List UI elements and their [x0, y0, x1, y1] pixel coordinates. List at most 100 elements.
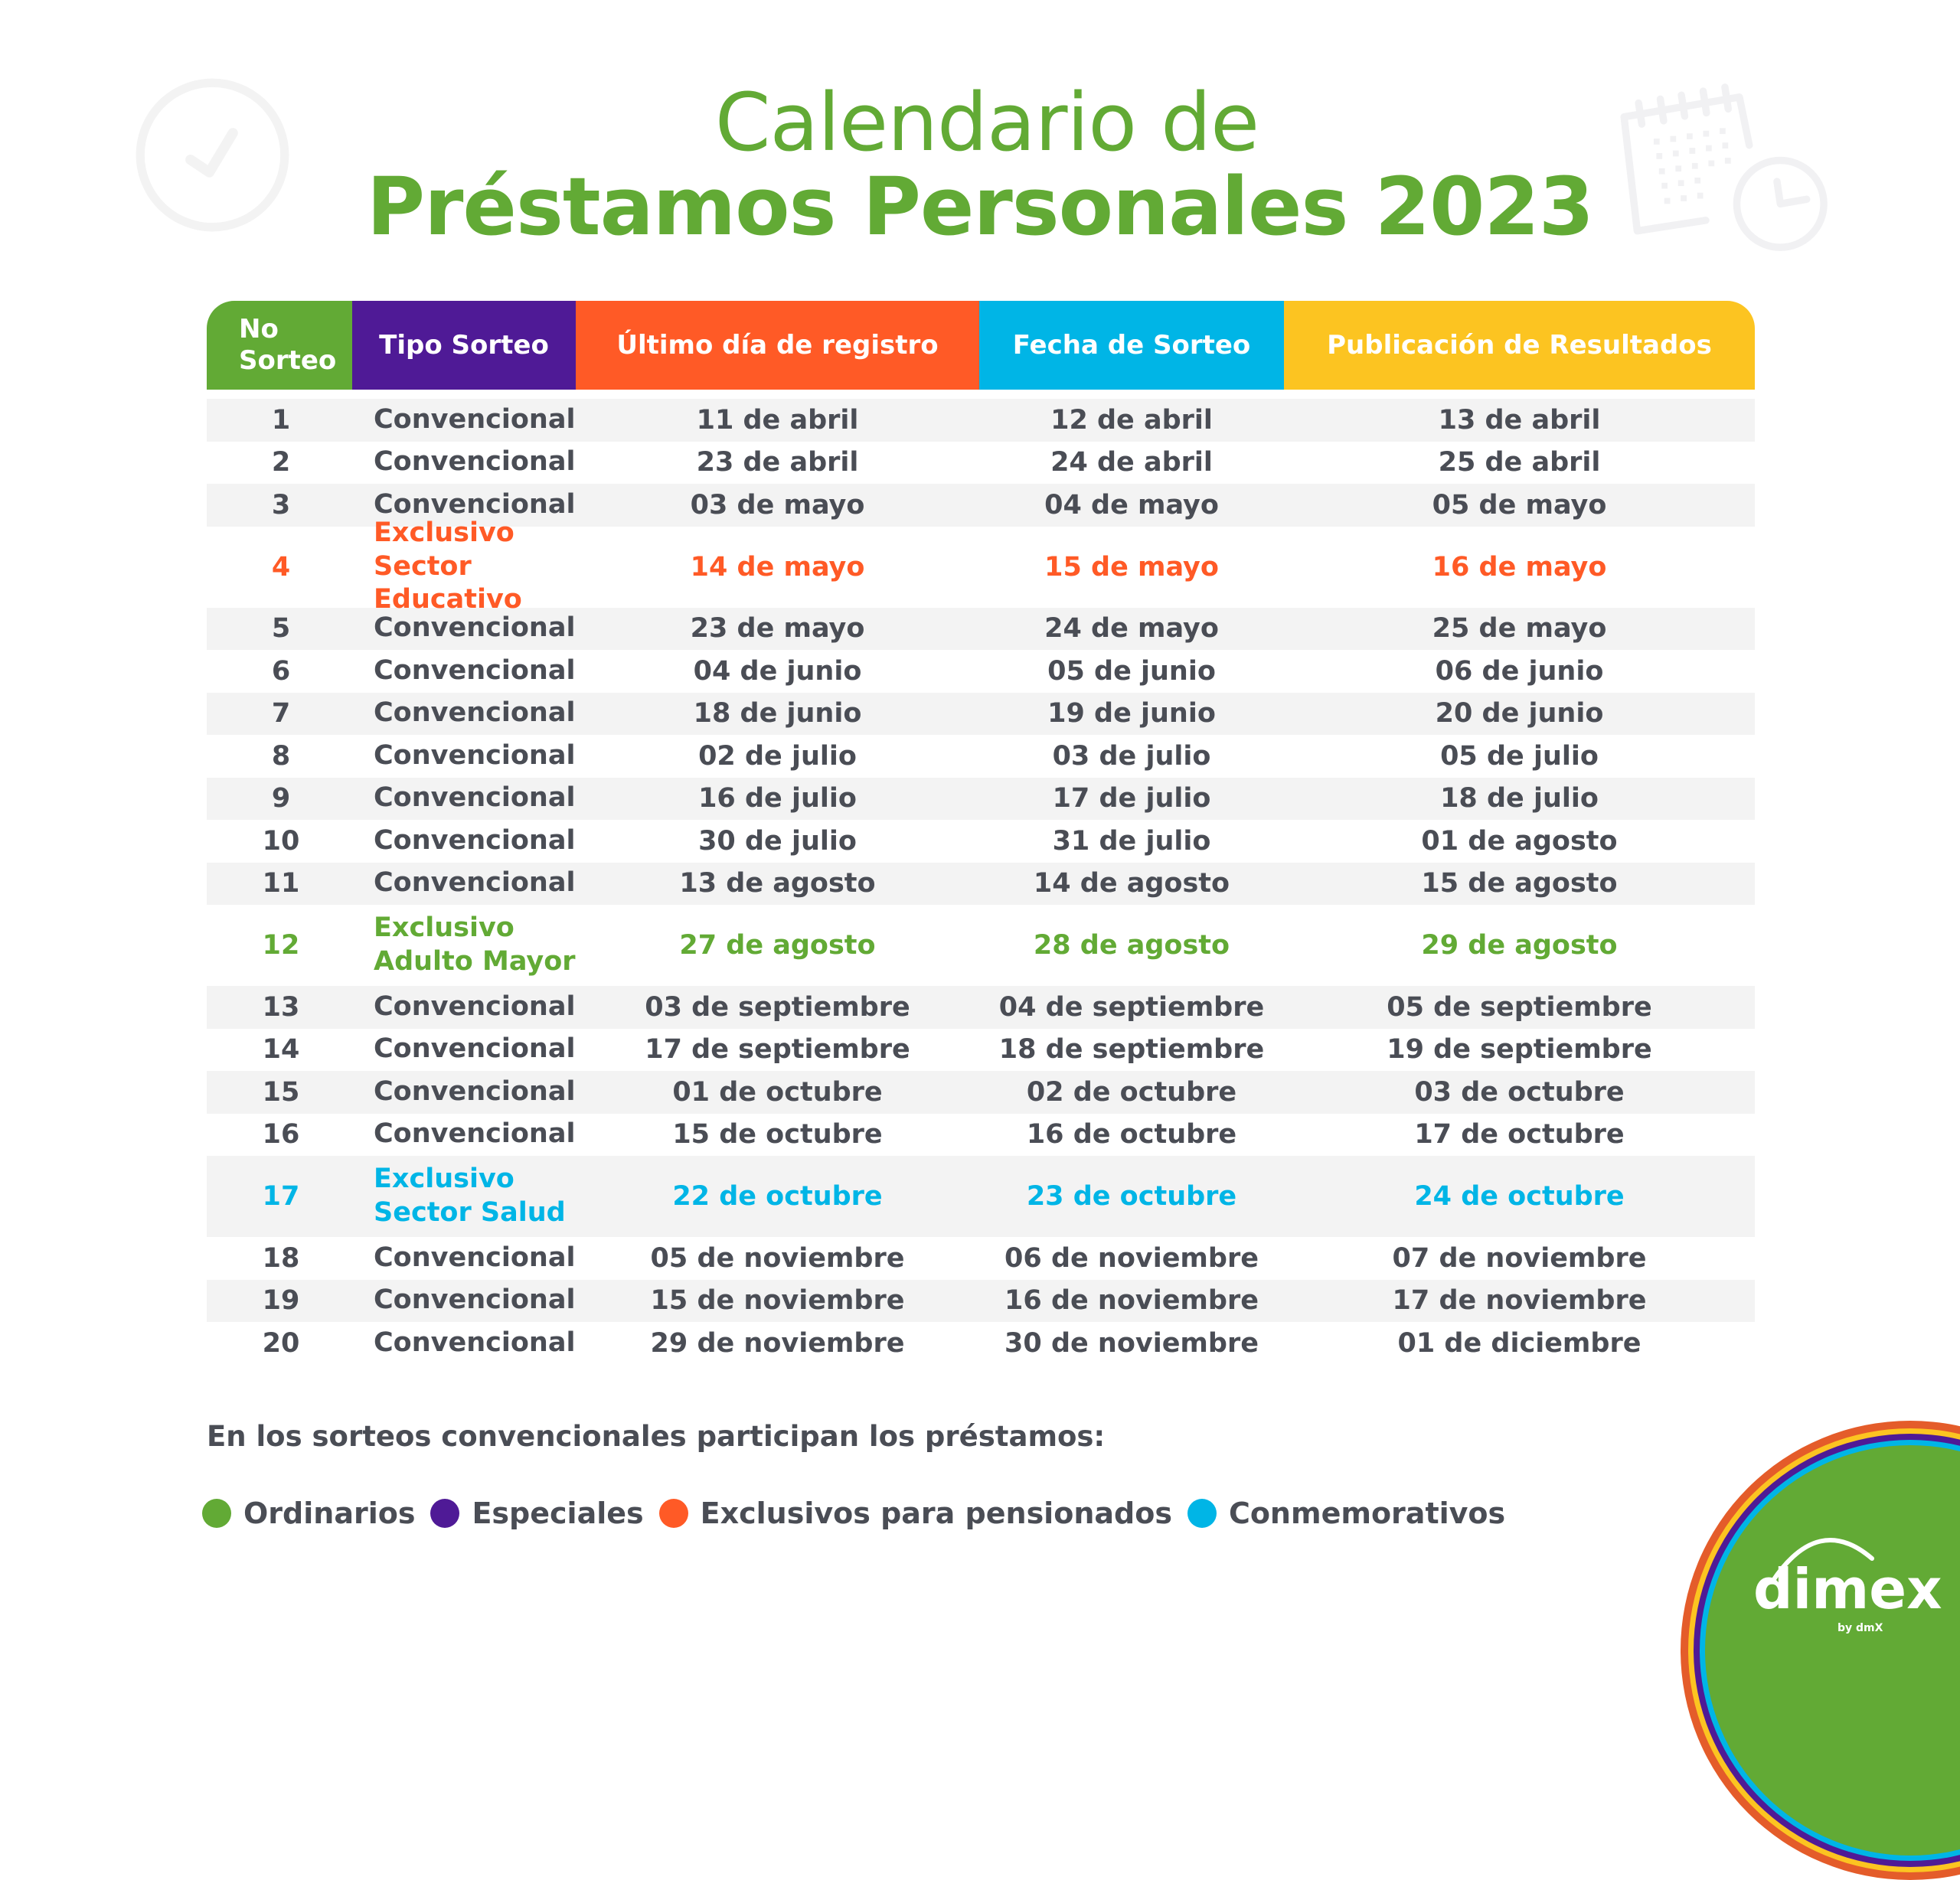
purple-dot-icon	[430, 1499, 460, 1528]
cell-registro: 02 de julio	[698, 740, 857, 772]
cell-sorteo: 05 de junio	[1047, 655, 1216, 687]
table-row: 13 Convencional 03 de septiembre 04 de sept…	[207, 986, 1755, 1029]
table-row: 1 Convencional 11 de abril 12 de abril 13 de…	[207, 399, 1755, 442]
table-row: 14 Convencional 17 de septiembre 18 de sept…	[207, 1029, 1755, 1072]
cell-publicacion: 05 de septiembre	[1387, 991, 1652, 1023]
tipo-line-1: Convencional	[374, 446, 576, 478]
legend-label: Exclusivos para pensionados	[700, 1496, 1172, 1530]
table-row: 10 Convencional 30 de julio 31 de julio 01 d…	[207, 820, 1755, 863]
cell-sorteo: 30 de noviembre	[1004, 1327, 1259, 1359]
header-no-line2: Sorteo	[239, 345, 337, 376]
tipo-line-1: Convencional	[374, 824, 576, 856]
cell-no: 19	[262, 1285, 300, 1317]
cell-tipo: Convencional	[352, 654, 576, 688]
legend-label: Especiales	[472, 1496, 644, 1530]
cell-registro: 13 de agosto	[679, 868, 876, 899]
header-ultimo-dia-registro: Último día de registro	[576, 301, 979, 390]
check-circle-icon	[136, 78, 289, 232]
cell-publicacion: 01 de diciembre	[1397, 1327, 1642, 1359]
cell-publicacion: 13 de abril	[1438, 404, 1601, 436]
cell-registro: 15 de octubre	[672, 1119, 883, 1151]
conventional-note: En los sorteos convencionales participan…	[207, 1420, 1106, 1453]
cell-sorteo: 12 de abril	[1050, 404, 1213, 436]
table-row: 16 Convencional 15 de octubre 16 de octubre…	[207, 1114, 1755, 1157]
cell-publicacion: 17 de noviembre	[1392, 1285, 1647, 1317]
cell-tipo: Convencional	[352, 1242, 576, 1275]
dimex-logo: dimex by dmX	[1681, 1421, 1960, 1880]
cell-no: 12	[262, 930, 300, 961]
cell-registro: 03 de mayo	[690, 489, 865, 521]
legend-item-especiales: Especiales	[430, 1496, 644, 1530]
table-row: 2 Convencional 23 de abril 24 de abril 25 de…	[207, 442, 1755, 485]
cell-no: 13	[262, 991, 300, 1023]
cell-no: 14	[262, 1034, 300, 1066]
cell-tipo: Convencional	[352, 739, 576, 773]
cell-tipo: Convencional	[352, 991, 576, 1024]
cell-sorteo: 03 de julio	[1052, 740, 1211, 772]
cell-tipo: Convencional	[352, 1284, 576, 1317]
legend-label: Ordinarios	[243, 1496, 416, 1530]
cell-tipo: Convencional	[352, 697, 576, 730]
header-publicacion-resultados: Publicación de Resultados	[1284, 301, 1755, 390]
tipo-line-1: Convencional	[374, 697, 576, 729]
cell-sorteo: 16 de octubre	[1026, 1119, 1237, 1151]
legend-label: Conmemorativos	[1228, 1496, 1506, 1530]
table-row: 6 Convencional 04 de junio 05 de junio 06 de…	[207, 650, 1755, 693]
table-header: No Sorteo Tipo Sorteo Último día de regi…	[207, 301, 1755, 390]
cell-sorteo: 23 de octubre	[1026, 1181, 1237, 1212]
cell-registro: 23 de mayo	[690, 613, 865, 645]
cell-sorteo: 02 de octubre	[1026, 1076, 1237, 1108]
cell-sorteo: 19 de junio	[1047, 698, 1216, 729]
cell-publicacion: 05 de julio	[1440, 740, 1599, 772]
table-row: 8 Convencional 02 de julio 03 de julio 05 de…	[207, 735, 1755, 778]
cell-no: 20	[262, 1327, 300, 1359]
cell-no: 11	[262, 868, 300, 899]
orange-dot-icon	[658, 1499, 688, 1528]
table-row: 19 Convencional 15 de noviembre 16 de novie…	[207, 1279, 1755, 1322]
cell-publicacion: 17 de octubre	[1414, 1119, 1625, 1151]
cell-no: 2	[271, 447, 291, 478]
cell-publicacion: 16 de mayo	[1432, 551, 1607, 583]
cell-sorteo: 28 de agosto	[1033, 930, 1230, 961]
cell-tipo: Exclusivo Sector Educativo	[352, 517, 576, 617]
tipo-line-1: Convencional	[374, 488, 576, 520]
tipo-line-1: Convencional	[374, 1075, 576, 1107]
title-line-1: Calendario de	[714, 76, 1259, 169]
cell-no: 6	[271, 655, 291, 687]
cell-tipo: Convencional	[352, 824, 576, 858]
cell-no: 18	[262, 1242, 300, 1274]
tipo-line-2: Sector Salud	[374, 1197, 566, 1228]
cell-sorteo: 18 de septiembre	[998, 1034, 1265, 1066]
cell-registro: 23 de abril	[696, 447, 859, 478]
table-row: 4 Exclusivo Sector Educativo 14 de mayo 15 d…	[207, 517, 1755, 615]
cell-publicacion: 29 de agosto	[1421, 930, 1618, 961]
cell-tipo: Convencional	[352, 612, 576, 645]
cell-publicacion: 20 de junio	[1435, 698, 1604, 729]
cell-registro: 01 de octubre	[672, 1076, 883, 1108]
cell-sorteo: 04 de septiembre	[998, 991, 1265, 1023]
cell-tipo: Convencional	[352, 446, 576, 479]
table-row: 9 Convencional 16 de julio 17 de julio 18 de…	[207, 777, 1755, 820]
cell-no: 5	[271, 613, 291, 645]
cell-publicacion: 25 de mayo	[1432, 613, 1607, 645]
header-no-sorteo: No Sorteo	[207, 301, 352, 390]
cell-registro: 22 de octubre	[672, 1181, 883, 1212]
calendar-table: No Sorteo Tipo Sorteo Último día de regi…	[207, 301, 1755, 1365]
table-row: 7 Convencional 18 de junio 19 de junio 20 de…	[207, 692, 1755, 735]
tipo-line-1: Convencional	[374, 1327, 576, 1358]
cell-no: 8	[271, 740, 291, 772]
cell-registro: 17 de septiembre	[645, 1034, 910, 1066]
cell-publicacion: 15 de agosto	[1421, 868, 1618, 899]
table-row: 5 Convencional 23 de mayo 24 de mayo 25 de m…	[207, 607, 1755, 650]
tipo-line-1: Exclusivo	[374, 1164, 514, 1195]
cell-sorteo: 31 de julio	[1052, 825, 1211, 857]
table-row: 11 Convencional 13 de agosto 14 de agosto 15…	[207, 862, 1755, 905]
green-dot-icon	[202, 1499, 231, 1528]
cell-tipo: Convencional	[352, 1075, 576, 1109]
cell-sorteo: 14 de agosto	[1033, 868, 1230, 899]
tipo-line-1: Convencional	[374, 612, 576, 644]
table-row: 12 Exclusivo Adulto Mayor 27 de agosto 28 de…	[207, 905, 1755, 986]
cell-no: 10	[262, 825, 300, 857]
cell-registro: 30 de julio	[698, 825, 857, 857]
table-row: 18 Convencional 05 de noviembre 06 de novie…	[207, 1237, 1755, 1280]
